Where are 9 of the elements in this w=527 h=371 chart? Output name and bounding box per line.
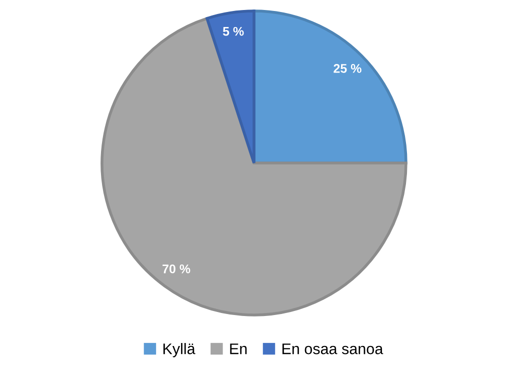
pie-slice [252,10,408,164]
legend-label: Kyllä [163,343,196,358]
legend-label: En [230,344,247,354]
data-label: 70 % [162,264,190,274]
data-label: 25 % [334,64,362,73]
pie-slice [206,10,256,164]
data-label: 5 % [222,26,244,36]
legend-label: En osaa sanoa [282,344,384,354]
pie-slice [100,17,408,316]
